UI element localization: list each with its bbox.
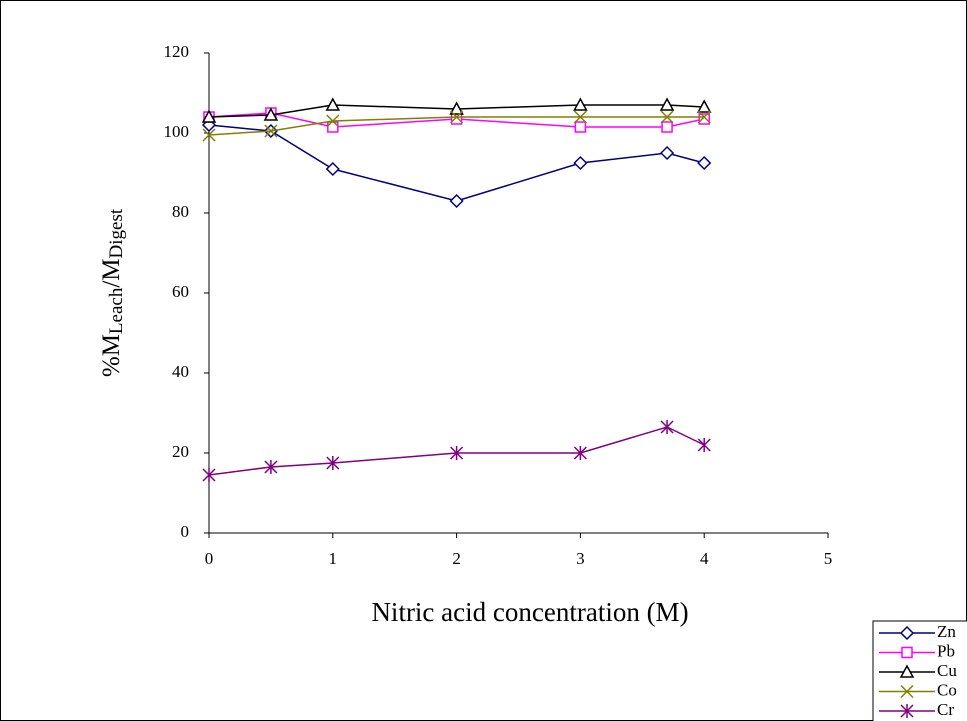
- legend-label: Cu: [937, 661, 957, 680]
- legend-box: [872, 620, 967, 721]
- legend-marker: [900, 704, 914, 718]
- data-point: [573, 446, 587, 460]
- data-point: [660, 110, 674, 124]
- legend-label: Cr: [937, 700, 954, 719]
- legend-marker: [899, 625, 915, 641]
- legend-label: Zn: [937, 622, 956, 641]
- data-point: [659, 97, 675, 111]
- data-point: [326, 114, 340, 128]
- data-point: [573, 97, 588, 111]
- data-point: [697, 155, 712, 171]
- data-point: [201, 109, 217, 123]
- data-point: [573, 155, 588, 171]
- data-point: [326, 456, 340, 470]
- data-point: [660, 420, 674, 434]
- data-point: [661, 121, 673, 133]
- y-tick-label: 60: [172, 282, 189, 301]
- data-point: [202, 468, 216, 482]
- data-point: [264, 124, 278, 138]
- data-point: [263, 107, 279, 121]
- data-point: [697, 110, 711, 124]
- legend-label: Co: [937, 680, 957, 699]
- y-axis-label: %MLeach/MDigest: [98, 208, 128, 377]
- data-point: [574, 121, 587, 133]
- y-tick-label: 120: [164, 42, 190, 61]
- y-axis-label-part: %M: [98, 334, 125, 377]
- data-point: [696, 99, 712, 113]
- data-point: [450, 113, 463, 125]
- x-tick-label: 3: [576, 549, 585, 568]
- data-point: [449, 193, 464, 209]
- legend-marker: [899, 664, 915, 678]
- legend-marker: [901, 646, 913, 659]
- y-tick-label: 100: [164, 122, 190, 141]
- data-point: [325, 97, 341, 111]
- legend-marker: [900, 684, 914, 699]
- data-point: [264, 460, 278, 474]
- data-point: [697, 438, 711, 452]
- data-point: [325, 161, 340, 177]
- y-tick-label: 20: [172, 442, 189, 461]
- y-axis-label-part: /M: [98, 258, 125, 287]
- data-point: [659, 145, 675, 161]
- y-axis-label-part: Leach: [106, 287, 127, 334]
- x-tick-label: 1: [329, 549, 338, 568]
- data-point: [202, 128, 216, 142]
- y-tick-label: 0: [181, 522, 190, 541]
- x-tick-label: 0: [205, 549, 214, 568]
- x-tick-label: 2: [452, 549, 461, 568]
- y-tick-label: 80: [172, 202, 189, 221]
- legend-label: Pb: [937, 641, 955, 660]
- data-point: [450, 110, 464, 124]
- x-tick-label: 4: [700, 549, 709, 568]
- data-point: [573, 110, 587, 124]
- data-point: [449, 101, 464, 115]
- y-tick-label: 40: [172, 362, 189, 381]
- x-axis-label: Nitric acid concentration (M): [371, 597, 688, 627]
- x-tick-label: 5: [824, 549, 833, 568]
- data-point: [698, 113, 710, 125]
- y-axis-label-part: Digest: [106, 208, 127, 258]
- data-point: [450, 446, 464, 460]
